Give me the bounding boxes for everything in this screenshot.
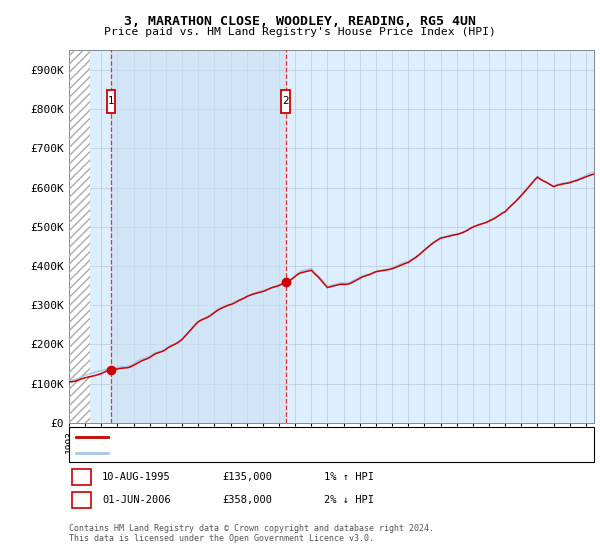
Text: 1% ↑ HPI: 1% ↑ HPI — [324, 472, 374, 482]
Text: £358,000: £358,000 — [222, 495, 272, 505]
Text: 1: 1 — [107, 96, 115, 106]
Text: 3, MARATHON CLOSE, WOODLEY, READING, RG5 4UN: 3, MARATHON CLOSE, WOODLEY, READING, RG5… — [124, 15, 476, 27]
Text: 2: 2 — [283, 96, 289, 106]
Text: 01-JUN-2006: 01-JUN-2006 — [102, 495, 171, 505]
Text: 1: 1 — [79, 472, 85, 482]
Text: 2: 2 — [79, 495, 85, 505]
Text: 2% ↓ HPI: 2% ↓ HPI — [324, 495, 374, 505]
Text: 10-AUG-1995: 10-AUG-1995 — [102, 472, 171, 482]
Text: 3, MARATHON CLOSE, WOODLEY, READING, RG5 4UN (detached house): 3, MARATHON CLOSE, WOODLEY, READING, RG5… — [114, 432, 472, 442]
Text: Price paid vs. HM Land Registry's House Price Index (HPI): Price paid vs. HM Land Registry's House … — [104, 27, 496, 37]
Bar — [69, 50, 90, 423]
Text: HPI: Average price, detached house, Wokingham: HPI: Average price, detached house, Woki… — [114, 447, 379, 458]
Bar — [69, 50, 90, 423]
Bar — [107, 90, 115, 113]
Text: £135,000: £135,000 — [222, 472, 272, 482]
Bar — [281, 90, 290, 113]
Text: Contains HM Land Registry data © Crown copyright and database right 2024.
This d: Contains HM Land Registry data © Crown c… — [69, 524, 434, 543]
Bar — [111, 50, 286, 423]
